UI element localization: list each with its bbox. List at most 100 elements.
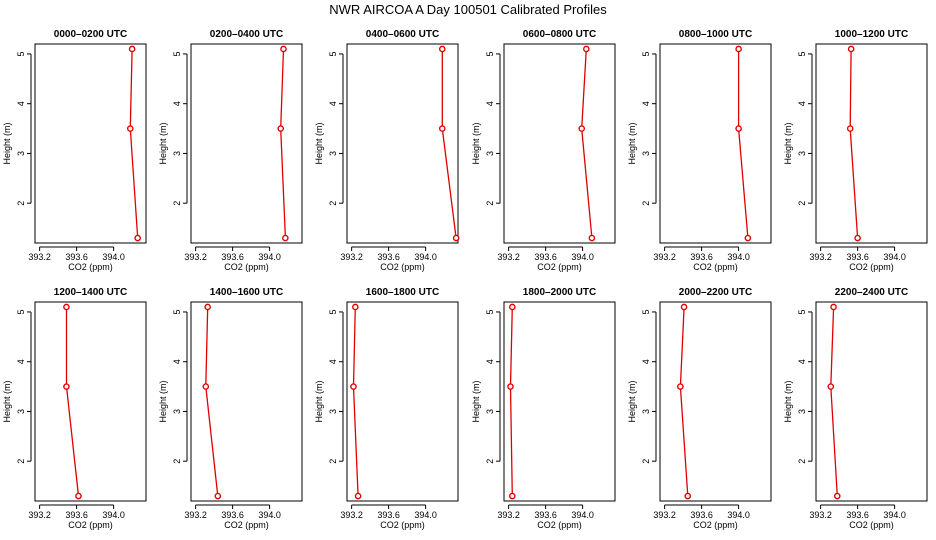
- y-tick-label: 5: [485, 309, 495, 314]
- y-tick-label: 2: [172, 201, 182, 206]
- y-axis-label: Height (m): [471, 122, 481, 164]
- y-tick-label: 2: [16, 459, 26, 464]
- y-tick-label: 4: [172, 359, 182, 364]
- plot-frame: [346, 43, 459, 244]
- x-tick-label: 393.6: [65, 510, 88, 520]
- x-tick-label: 393.2: [184, 510, 207, 520]
- y-axis-label: Height (m): [627, 380, 637, 422]
- profile-line: [737, 49, 749, 239]
- data-point: [735, 125, 742, 132]
- x-axis-label: CO2 (ppm): [693, 262, 738, 272]
- plot-frame: [815, 301, 928, 502]
- data-point: [204, 303, 211, 311]
- data-point: [507, 383, 514, 390]
- x-tick-label: 394.0: [727, 510, 750, 520]
- data-point: [134, 234, 141, 242]
- data-point: [282, 234, 289, 242]
- data-point: [578, 125, 586, 132]
- profile-line: [849, 48, 859, 239]
- x-tick-label: 394.0: [727, 252, 750, 262]
- y-axis-label: Height (m): [2, 380, 12, 422]
- panel-title: 2000–2200 UTC: [679, 287, 752, 298]
- panel-title: 1800–2000 UTC: [523, 287, 596, 298]
- x-tick-label: 394.0: [571, 510, 594, 520]
- y-tick-label: 5: [172, 309, 182, 314]
- data-point: [63, 383, 70, 390]
- y-tick-label: 4: [485, 359, 495, 364]
- plot-frame: [815, 43, 928, 244]
- data-point: [280, 45, 287, 53]
- y-tick-label: 2: [16, 201, 26, 206]
- panel-title: 2200–2400 UTC: [835, 287, 908, 298]
- y-tick-label: 3: [485, 151, 495, 156]
- y-tick-label: 2: [797, 201, 807, 206]
- x-axis-label: CO2 (ppm): [693, 520, 738, 530]
- x-tick-label: 394.0: [258, 510, 281, 520]
- y-tick-label: 4: [797, 359, 807, 364]
- profile-line: [205, 306, 219, 497]
- plot-frame: [346, 301, 459, 502]
- y-axis-label: Height (m): [783, 122, 793, 164]
- plot-frame: [659, 43, 772, 244]
- x-axis-label: CO2 (ppm): [68, 262, 113, 272]
- y-tick-label: 4: [641, 101, 651, 106]
- profile-line: [280, 48, 287, 239]
- x-tick-label: 393.6: [377, 510, 400, 520]
- data-point: [438, 45, 446, 53]
- x-tick-label: 394.0: [414, 252, 437, 262]
- data-point: [684, 492, 692, 500]
- x-tick-label: 394.0: [883, 510, 906, 520]
- y-tick-label: 4: [328, 101, 338, 106]
- data-point: [352, 303, 359, 311]
- plot-frame: [659, 301, 772, 502]
- data-point: [126, 125, 134, 132]
- y-tick-label: 5: [16, 51, 26, 56]
- panel-title: 0400–0600 UTC: [366, 29, 439, 40]
- panel-title: 1600–1800 UTC: [366, 287, 439, 298]
- y-tick-label: 2: [172, 459, 182, 464]
- x-tick-label: 393.6: [377, 252, 400, 262]
- y-tick-label: 3: [16, 409, 26, 414]
- data-point: [827, 383, 835, 390]
- x-tick-label: 394.0: [571, 252, 594, 262]
- panel-title: 0000–0200 UTC: [54, 29, 127, 40]
- x-tick-label: 393.2: [340, 510, 363, 520]
- y-tick-label: 4: [172, 101, 182, 106]
- x-tick-label: 393.2: [340, 252, 363, 262]
- profile-line: [509, 306, 513, 497]
- y-tick-label: 5: [16, 309, 26, 314]
- x-tick-label: 393.2: [809, 252, 832, 262]
- x-tick-label: 393.6: [690, 252, 713, 262]
- profile-line: [581, 48, 593, 239]
- data-point: [277, 125, 285, 132]
- plot-frame: [34, 301, 147, 502]
- data-point: [202, 383, 210, 390]
- x-tick-label: 394.0: [102, 510, 125, 520]
- x-axis-label: CO2 (ppm): [224, 262, 269, 272]
- y-tick-label: 5: [328, 51, 338, 56]
- y-tick-label: 2: [485, 459, 495, 464]
- data-point: [438, 125, 446, 132]
- x-tick-label: 393.6: [846, 252, 869, 262]
- y-tick-label: 5: [328, 309, 338, 314]
- data-point: [588, 234, 596, 242]
- y-tick-label: 3: [328, 151, 338, 156]
- data-point: [509, 303, 516, 311]
- x-tick-label: 393.2: [653, 510, 676, 520]
- y-tick-label: 2: [485, 201, 495, 206]
- y-tick-label: 4: [328, 359, 338, 364]
- y-tick-label: 3: [797, 409, 807, 414]
- y-tick-label: 4: [485, 101, 495, 106]
- x-tick-label: 393.6: [534, 510, 557, 520]
- data-point: [354, 492, 362, 500]
- y-axis-label: Height (m): [158, 380, 168, 422]
- x-tick-label: 393.6: [534, 252, 557, 262]
- y-tick-label: 3: [641, 409, 651, 414]
- y-tick-label: 5: [797, 51, 807, 56]
